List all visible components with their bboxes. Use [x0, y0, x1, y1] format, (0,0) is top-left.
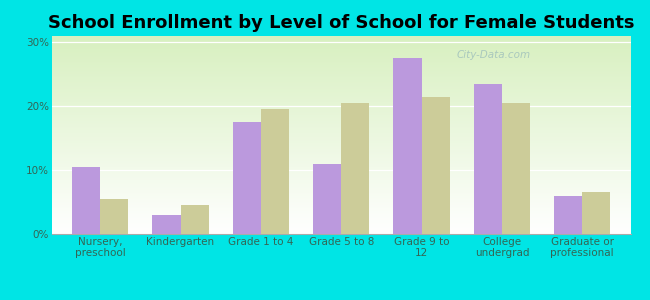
Bar: [233, 122, 261, 234]
Bar: [393, 58, 422, 234]
Bar: [100, 199, 128, 234]
Bar: [474, 84, 502, 234]
Bar: [261, 110, 289, 234]
Text: City-Data.com: City-Data.com: [457, 50, 531, 60]
Bar: [422, 97, 450, 234]
Bar: [582, 193, 610, 234]
Bar: [72, 167, 100, 234]
Bar: [153, 215, 181, 234]
Bar: [502, 103, 530, 234]
Title: School Enrollment by Level of School for Female Students: School Enrollment by Level of School for…: [48, 14, 634, 32]
Bar: [313, 164, 341, 234]
Bar: [181, 205, 209, 234]
Bar: [554, 196, 582, 234]
Bar: [341, 103, 369, 234]
